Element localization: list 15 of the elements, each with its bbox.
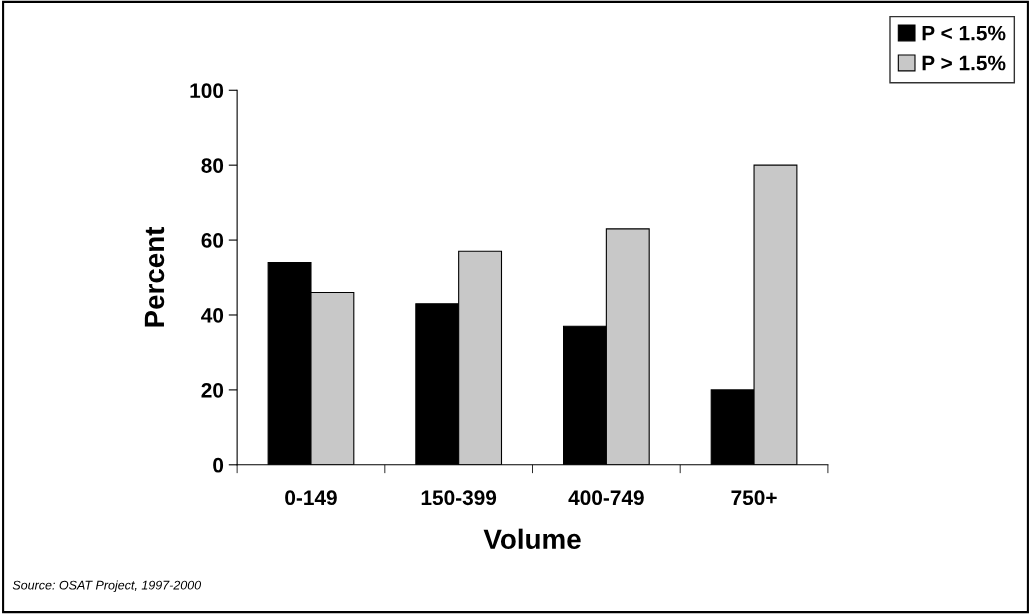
x-tick-label: 0-149 (285, 490, 337, 506)
y-tick-label: 20 (201, 382, 224, 398)
legend-label: P > 1.5% (922, 55, 1006, 71)
x-tick-label: 150-399 (421, 490, 497, 506)
y-tick-label: 40 (201, 307, 224, 323)
y-tick-label: 80 (201, 158, 224, 173)
y-tick-label: 100 (190, 83, 224, 99)
y-tick-label: 0 (213, 457, 224, 473)
y-tick-label: 60 (201, 233, 224, 248)
x-tick-label: 750+ (731, 490, 777, 506)
legend-label: P < 1.5% (922, 25, 1006, 41)
source-note: Source: OSAT Project, 1997-2000 (12, 580, 202, 593)
x-axis-title: Volume (483, 528, 581, 550)
x-tick-label: 400-749 (568, 490, 644, 506)
y-axis-title: Percent (144, 226, 165, 327)
